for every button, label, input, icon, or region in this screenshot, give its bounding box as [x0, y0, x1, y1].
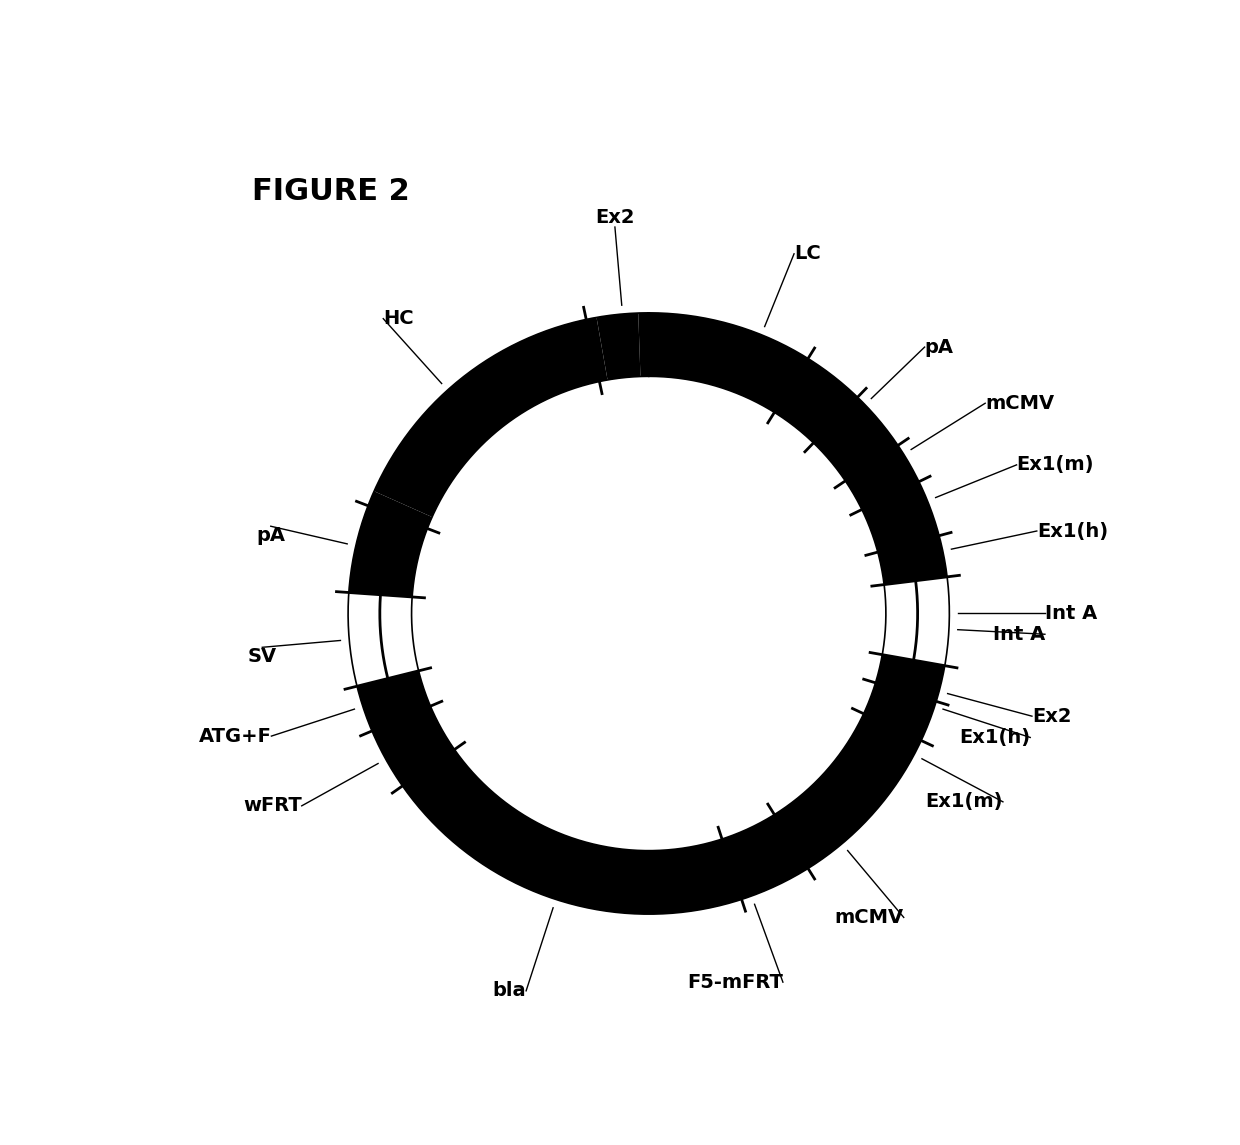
Text: wFRT: wFRT: [243, 796, 301, 815]
Text: HC: HC: [383, 309, 414, 329]
Polygon shape: [722, 814, 808, 900]
Text: pA: pA: [925, 338, 954, 356]
Text: Ex1(h): Ex1(h): [1037, 521, 1107, 540]
Text: LC: LC: [794, 244, 821, 263]
Polygon shape: [403, 750, 742, 914]
Polygon shape: [639, 313, 808, 412]
Polygon shape: [775, 713, 921, 868]
Text: Int A: Int A: [1045, 605, 1097, 623]
Polygon shape: [846, 445, 919, 510]
Polygon shape: [775, 358, 858, 443]
Polygon shape: [878, 536, 947, 585]
Text: Ex2: Ex2: [595, 208, 635, 227]
Polygon shape: [813, 397, 898, 481]
Text: Ex1(m): Ex1(m): [1017, 456, 1094, 474]
Text: F5-mFRT: F5-mFRT: [687, 972, 782, 992]
Text: Ex1(h): Ex1(h): [959, 728, 1030, 747]
Polygon shape: [357, 671, 430, 731]
Text: bla: bla: [492, 981, 526, 1001]
Polygon shape: [862, 482, 939, 552]
Text: ATG+F: ATG+F: [198, 727, 272, 745]
Text: Ex2: Ex2: [1032, 706, 1071, 726]
Text: mCMV: mCMV: [835, 908, 904, 927]
Polygon shape: [864, 682, 936, 741]
Polygon shape: [368, 491, 432, 529]
Text: Int A: Int A: [993, 625, 1045, 643]
Polygon shape: [372, 706, 454, 785]
Text: FIGURE 2: FIGURE 2: [252, 177, 409, 206]
Text: SV: SV: [248, 647, 277, 666]
Polygon shape: [348, 506, 428, 597]
Polygon shape: [374, 319, 599, 518]
Polygon shape: [587, 317, 608, 381]
Polygon shape: [875, 655, 945, 702]
Text: pA: pA: [257, 527, 285, 545]
Polygon shape: [596, 313, 640, 380]
Text: mCMV: mCMV: [986, 394, 1054, 412]
Text: Ex1(m): Ex1(m): [925, 792, 1003, 812]
